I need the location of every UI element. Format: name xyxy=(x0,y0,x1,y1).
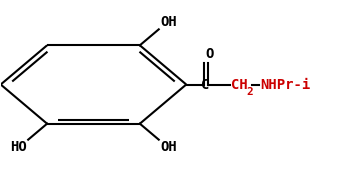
Text: HO: HO xyxy=(10,140,27,154)
Text: CH: CH xyxy=(231,78,248,91)
Text: OH: OH xyxy=(160,140,177,154)
Text: NHPr-i: NHPr-i xyxy=(260,78,310,91)
Text: OH: OH xyxy=(160,15,177,29)
Text: O: O xyxy=(205,47,214,61)
Text: 2: 2 xyxy=(247,87,254,97)
Text: C: C xyxy=(201,78,209,91)
